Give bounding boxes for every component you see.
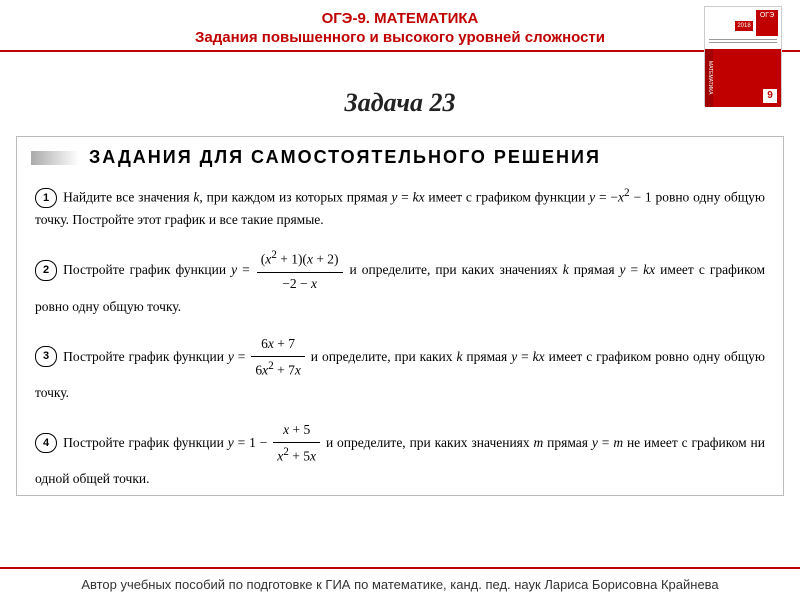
book-cover-thumbnail: ОГЭ 2018 МАТЕМАТИКА 9 [704,6,782,106]
frac-top: + 5 [289,422,310,437]
problem-text: прямая [543,435,592,450]
problem-text: и определите, при каких значе­ни­ях [322,435,533,450]
problem-2: 2Постройте график функции y = (x2 + 1)(x… [17,236,783,322]
var-m: m [534,435,544,450]
section-heading: ЗАДАНИЯ ДЛЯ САМОСТОЯТЕЛЬНОГО РЕШЕНИЯ [17,137,783,174]
problem-number: 2 [35,260,57,281]
problem-4: 4Постройте график функции y = 1 − x + 5 … [17,409,783,495]
problem-number: 4 [35,433,57,454]
content-box: ЗАДАНИЯ ДЛЯ САМОСТОЯТЕЛЬНОГО РЕШЕНИЯ 1 На… [16,136,784,496]
gradient-bar-icon [31,151,79,165]
problem-text: Найдите все значения [63,190,193,205]
equals: = [234,348,249,363]
equals: = [237,262,255,277]
problem-number: 1 [35,188,57,209]
problem-text: имеет с гра­фиком функции [425,190,590,205]
problem-text: и определите, при каких [307,348,457,363]
section-heading-text: ЗАДАНИЯ ДЛЯ САМОСТОЯТЕЛЬНОГО РЕШЕНИЯ [89,147,601,168]
var-x: x [310,448,316,463]
problem-text: − 1 [630,190,652,205]
book-number: 9 [763,89,777,103]
problem-text: прямая [569,262,620,277]
equals: = [626,262,644,277]
footer: Автор учебных пособий по подготовке к ГИ… [0,567,800,600]
var-m: m [613,435,623,450]
fraction: x + 5 x2 + 5x [273,419,320,468]
problem-text: пря­мая [462,348,511,363]
equals: = [598,435,613,450]
fraction: 6x + 7 6x2 + 7x [251,333,305,382]
equals: = − [595,190,618,205]
task-title: Задача 23 [0,88,800,118]
problem-3: 3Постройте график функции y = 6x + 7 6x2… [17,323,783,409]
equals: = [397,190,412,205]
equals: = 1 − [234,435,272,450]
frac-bot: + 5 [289,448,310,463]
problem-text: и определите, при каких зна­че­ниях [345,262,563,277]
problem-text: Постройте график функции [63,348,228,363]
frac-top: + 1)( [277,252,307,267]
header: ОГЭ-9. МАТЕМАТИКА Задания повышенного и … [0,0,800,56]
equals: = [517,348,532,363]
book-side-label: МАТЕМАТИКА [705,49,713,107]
problem-text: Постройте график функции [63,262,231,277]
frac-bot: −2 − [282,276,311,291]
frac-top: 6 [261,336,268,351]
problem-1: 1Найдите все значения k, при каждом из к… [17,174,783,236]
footer-text: Автор учебных пособий по подготовке к ГИ… [81,577,718,592]
book-badge: ОГЭ [756,10,778,36]
book-year: 2018 [735,21,753,31]
frac-top: + 2) [313,252,339,267]
fraction: (x2 + 1)(x + 2) −2 − x [257,246,343,295]
header-subtitle: Задания повышенного и высокого уровней с… [0,29,800,46]
var-x: x [295,362,301,377]
header-title: ОГЭ-9. МАТЕМАТИКА [0,8,800,29]
header-divider [0,50,800,52]
frac-bot: + 7 [274,362,295,377]
problem-text: , при каждом из которых прямая [199,190,391,205]
var-x: x [311,276,317,291]
problem-number: 3 [35,346,57,367]
problem-text: Постройте график функции [63,435,228,450]
frac-top: + 7 [274,336,295,351]
